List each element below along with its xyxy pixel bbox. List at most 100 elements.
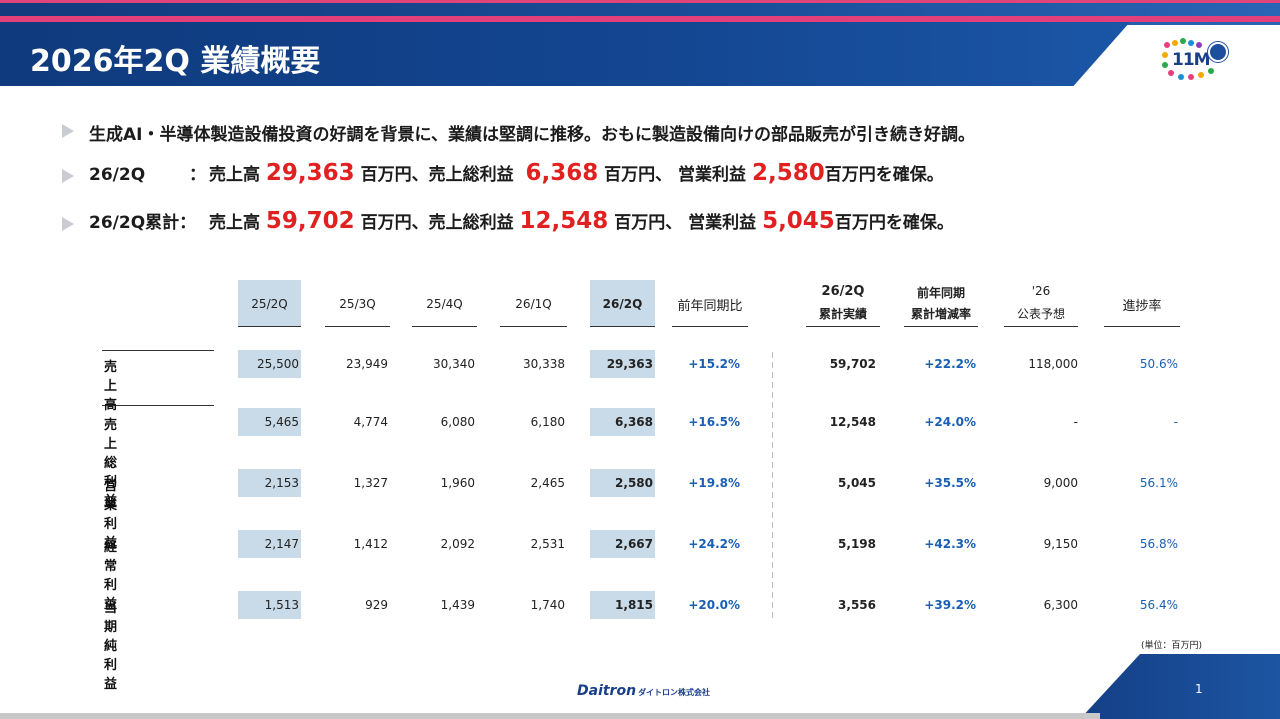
yoy-value: +16.5% xyxy=(688,415,740,429)
header-cum-yoy-top: 前年同期 xyxy=(916,286,965,300)
forecast-value: 9,150 xyxy=(1043,537,1078,551)
header-25-2q: 25/2Q xyxy=(251,297,288,311)
highlight-25-2q-cell xyxy=(238,408,301,436)
unit-text: 百万円を確保。 xyxy=(834,213,954,233)
bullet-text: 生成AI・半導体製造設備投資の好調を背景に、業績は堅調に推移。おもに製造設備向け… xyxy=(89,125,975,145)
quarter-value: 1,513 xyxy=(264,598,299,612)
cumulative-value: 3,556 xyxy=(838,598,876,612)
quarter-value: 30,340 xyxy=(433,357,475,371)
quarter-value: 1,960 xyxy=(440,476,475,490)
header-underline xyxy=(904,326,978,327)
header-underline xyxy=(1104,326,1180,327)
forecast-value: 118,000 xyxy=(1028,357,1078,371)
header-26-1q: 26/1Q xyxy=(515,297,552,311)
header-underline xyxy=(590,326,655,327)
forecast-value: 9,000 xyxy=(1043,476,1078,490)
gross-profit-value: 6,368 xyxy=(525,160,599,186)
row-label: 営業利益 xyxy=(104,479,118,551)
forecast-value: 6,300 xyxy=(1043,598,1078,612)
highlight-25-2q-cell xyxy=(238,469,301,497)
progress-value: 50.6% xyxy=(1139,357,1178,371)
cumulative-yoy-value: +22.2% xyxy=(924,357,976,371)
header-underline xyxy=(672,326,748,327)
header-25-3q: 25/3Q xyxy=(339,297,376,311)
quarter-value: 2,580 xyxy=(615,476,653,490)
highlight-26-2q-cell xyxy=(590,350,655,378)
sales-label: 売上高 xyxy=(209,165,260,185)
quarter-value: 6,180 xyxy=(530,415,565,429)
gross-profit-value: 12,548 xyxy=(519,208,609,234)
cumulative-value: 59,702 xyxy=(829,357,876,371)
quarter-value: 2,147 xyxy=(264,537,299,551)
quarter-value: 5,465 xyxy=(264,415,299,429)
yoy-value: +20.0% xyxy=(688,598,740,612)
quarter-value: 1,439 xyxy=(440,598,475,612)
highlight-26-2q-cell xyxy=(590,408,655,436)
column-separator xyxy=(772,352,773,620)
sales-value: 29,363 xyxy=(265,160,355,186)
header-25-4q: 25/4Q xyxy=(426,297,463,311)
header-forecast-bottom: 公表予想 xyxy=(1016,307,1065,321)
progress-value: 56.8% xyxy=(1139,537,1178,551)
mascot-icon xyxy=(1208,42,1228,62)
header-underline xyxy=(1004,326,1078,327)
quarter-value: 2,092 xyxy=(440,537,475,551)
quarter-value: 2,465 xyxy=(530,476,565,490)
row-label: 売上総利益 xyxy=(104,418,118,509)
yoy-value: +19.8% xyxy=(688,476,740,490)
header-pink-stripe xyxy=(0,16,1280,22)
triangle-bullet-icon xyxy=(62,217,74,231)
bottom-grey-band xyxy=(0,713,1100,719)
unit-note: (単位：百万円) xyxy=(1141,641,1203,651)
header-underline xyxy=(412,326,477,327)
header-underline xyxy=(500,326,567,327)
quarter-value: 929 xyxy=(365,598,388,612)
sales-value: 59,702 xyxy=(265,208,355,234)
progress-value: 56.1% xyxy=(1139,476,1178,490)
quarter-value: 23,949 xyxy=(346,357,388,371)
corner-band xyxy=(1080,654,1280,719)
company-subname: ダイトロン株式会社 xyxy=(638,688,711,697)
cumulative-value: 12,548 xyxy=(829,415,876,429)
page-title: 2026年2Q 業績概要 xyxy=(30,44,321,79)
unit-text: 百万円、 営業利益 xyxy=(604,165,747,185)
header-cum-yoy-bottom: 累計増減率 xyxy=(910,307,971,321)
page-number: 1 xyxy=(1195,682,1203,696)
quarter-value: 6,080 xyxy=(440,415,475,429)
cumulative-yoy-value: +42.3% xyxy=(924,537,976,551)
highlight-26-2q-cell xyxy=(590,530,655,558)
quarter-value: 2,531 xyxy=(530,537,565,551)
top-accent-line xyxy=(0,0,1280,3)
bullet-period-label: 26/2Q xyxy=(89,165,146,185)
cumulative-yoy-value: +39.2% xyxy=(924,598,976,612)
header-underline xyxy=(325,326,390,327)
progress-value: 56.4% xyxy=(1139,598,1178,612)
header-yoy: 前年同期比 xyxy=(677,299,743,314)
yoy-value: +15.2% xyxy=(688,357,740,371)
highlight-25-2q-cell xyxy=(238,350,301,378)
row-label-topline xyxy=(102,350,214,351)
row-label-divider xyxy=(102,405,214,406)
header-cum-bottom: 累計実績 xyxy=(818,307,867,321)
header-forecast-top: '26 xyxy=(1031,284,1051,298)
quarter-value: 1,412 xyxy=(353,537,388,551)
header-progress: 進捗率 xyxy=(1122,299,1162,314)
quarter-value: 25,500 xyxy=(257,357,299,371)
row-label: 経常利益 xyxy=(104,540,118,612)
quarter-value: 1,327 xyxy=(353,476,388,490)
yoy-value: +24.2% xyxy=(688,537,740,551)
bullet-period-label: 26/2Q累計： xyxy=(89,213,197,233)
highlight-25-2q-cell xyxy=(238,591,301,619)
title-band xyxy=(0,22,1130,86)
quarter-value: 30,338 xyxy=(523,357,565,371)
highlight-25-2q-cell xyxy=(238,530,301,558)
header-underline xyxy=(238,326,301,327)
highlight-26-2q-header xyxy=(590,280,655,327)
unit-text: 百万円、売上総利益 xyxy=(360,165,514,185)
quarter-value: 6,368 xyxy=(615,415,653,429)
sales-label: 売上高 xyxy=(209,213,260,233)
bullet-colon: ： xyxy=(189,165,206,185)
quarter-value: 1,815 xyxy=(615,598,653,612)
unit-text: 百万円を確保。 xyxy=(824,165,944,185)
progress-value: - xyxy=(1173,415,1178,429)
